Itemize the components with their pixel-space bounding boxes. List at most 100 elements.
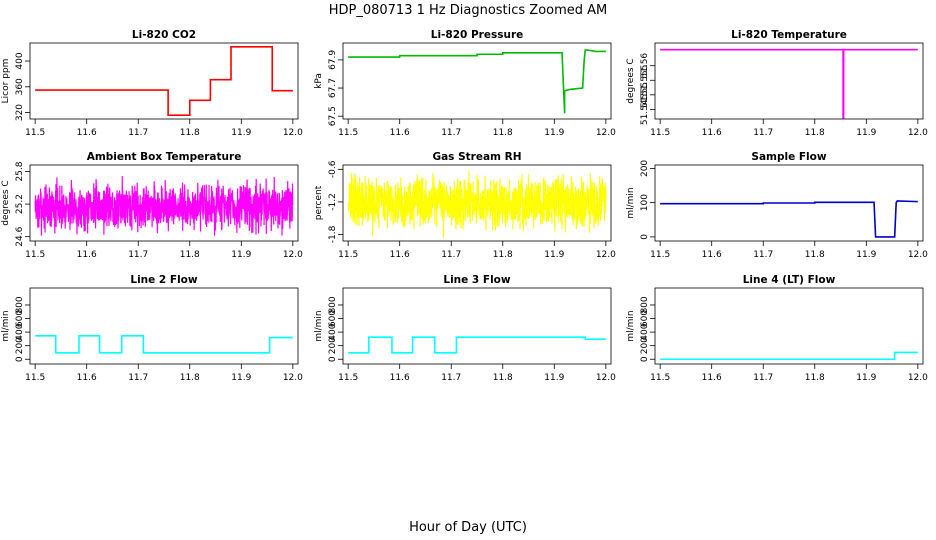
plot-frame [29,164,299,242]
figure-title: HDP_080713 1 Hz Diagnostics Zoomed AM [329,3,608,18]
x-tick-label: 11.8 [805,373,825,383]
y-tick-label: 200 [640,160,650,177]
x-tick-label: 12.0 [908,250,928,260]
y-axis-label: Licor ppm [1,59,11,104]
x-tick-label: 11.5 [650,128,670,138]
y-axis: 0 100 200 [640,160,655,240]
x-tick-label: 11.8 [493,373,513,383]
x-tick-label: 11.7 [441,250,461,260]
y-tick-label: -1.8 [328,225,338,243]
y-tick-label: 320 [15,104,25,121]
x-tick-label: 11.7 [441,373,461,383]
y-tick-label: 0 [640,356,650,362]
y-tick-label: 600 [328,310,338,327]
chart-panel-li-820-pressure: Li-820 Pressure 11.5 11.6 11.7 11.8 11.9 12.0 6… [314,29,616,138]
panel-title: Line 2 Flow [130,274,197,286]
x-tick-label: 11.6 [77,373,97,383]
x-tick-label: 11.8 [805,250,825,260]
y-tick-label: 0 [328,356,338,362]
chart-panel-gas-stream-rh: Gas Stream RH 11.5 11.6 11.7 11.8 11.9 12.0 -1.… [314,151,616,260]
y-tick-label: 600 [640,310,650,327]
y-axis: -1.8 -1.2 -0.6 [328,160,343,243]
y-axis-label: degrees C [626,58,636,103]
x-axis: 11.5 11.6 11.7 11.8 11.9 12.0 [25,241,303,260]
x-tick-label: 11.7 [441,128,461,138]
series-line [35,335,293,354]
x-tick-label: 11.8 [493,128,513,138]
chart-panel-li-820-temperature: Li-820 Temperature 11.5 11.6 11.7 11.8 11.9 12… [626,29,928,138]
chart-panel-line-3-flow: Line 3 Flow 11.5 11.6 11.7 11.8 11.9 12.0 0 2004… [314,274,616,383]
x-axis: 11.5 11.6 11.7 11.8 11.9 12.0 [25,364,303,383]
x-tick-label: 11.7 [753,373,773,383]
panel-title: Li-820 CO2 [132,29,196,41]
chart-panel-sample-flow: Sample Flow 11.5 11.6 11.7 11.8 11.9 12.0 0 100 2… [626,151,928,260]
y-tick-label: 200 [15,337,25,354]
y-tick-label: 67.7 [328,78,338,98]
x-tick-label: 11.5 [25,373,45,383]
x-tick-label: 11.5 [25,128,45,138]
x-axis: 11.5 11.6 11.7 11.8 11.9 12.0 [650,241,928,260]
x-axis: 11.5 11.6 11.7 11.8 11.9 12.0 [650,364,928,383]
x-tick-label: 11.7 [753,250,773,260]
y-tick-label: 51.555 [640,65,650,97]
y-tick-label: 800 [640,296,650,313]
x-tick-label: 11.8 [180,128,200,138]
x-tick-label: 12.0 [283,128,303,138]
x-tick-label: 11.6 [702,250,722,260]
x-tick-label: 11.5 [338,250,358,260]
plot-frame [342,42,612,120]
x-tick-label: 11.9 [231,250,251,260]
y-tick-label: 51.56 [640,53,650,79]
series-line [35,46,293,116]
y-axis-label: percent [314,185,324,220]
y-tick-label: 800 [328,296,338,313]
x-tick-label: 11.9 [856,128,876,138]
series-line [348,49,606,114]
x-tick-label: 11.6 [702,128,722,138]
panel-title: Line 4 (LT) Flow [743,274,836,286]
panel-grid: Li-820 CO2 11.5 11.6 11.7 11.8 11.9 12.0 320 360… [1,29,928,383]
x-tick-label: 12.0 [596,250,616,260]
y-tick-label: -1.2 [328,193,338,211]
panel-title: Ambient Box Temperature [87,151,242,163]
series [660,351,918,361]
x-axis: 11.5 11.6 11.7 11.8 11.9 12.0 [650,119,928,138]
x-axis: 11.5 11.6 11.7 11.8 11.9 12.0 [25,119,303,138]
x-tick-label: 11.5 [338,128,358,138]
plot-frame [29,287,299,365]
series [35,46,293,116]
plot-frame [654,42,924,120]
plot-frame [29,42,299,120]
x-tick-label: 12.0 [283,250,303,260]
series-line [660,48,918,119]
y-tick-label: 25.8 [15,161,25,181]
y-tick-label: 0 [640,234,650,240]
panel-title: Li-820 Pressure [431,29,524,41]
x-tick-label: 11.9 [231,128,251,138]
y-tick-label: 360 [15,78,25,95]
y-tick-label: 0 [15,356,25,362]
x-axis: 11.5 11.6 11.7 11.8 11.9 12.0 [338,364,616,383]
series-line [660,200,918,238]
series [347,171,607,239]
y-axis-label: ml/min [314,310,324,341]
x-tick-label: 11.6 [390,128,410,138]
y-axis-label: ml/min [626,310,636,341]
x-tick-label: 11.6 [77,128,97,138]
y-axis-label: ml/min [1,310,11,341]
x-tick-label: 11.9 [856,373,876,383]
x-tick-label: 11.8 [180,250,200,260]
y-tick-label: 67.5 [328,106,338,126]
y-tick-label: 24.6 [15,226,25,246]
x-tick-label: 11.7 [128,373,148,383]
y-tick-label: 200 [640,337,650,354]
series-line [347,171,607,239]
y-tick-label: 400 [15,52,25,69]
x-tick-label: 12.0 [596,128,616,138]
x-tick-label: 11.5 [650,373,670,383]
x-tick-label: 11.6 [77,250,97,260]
